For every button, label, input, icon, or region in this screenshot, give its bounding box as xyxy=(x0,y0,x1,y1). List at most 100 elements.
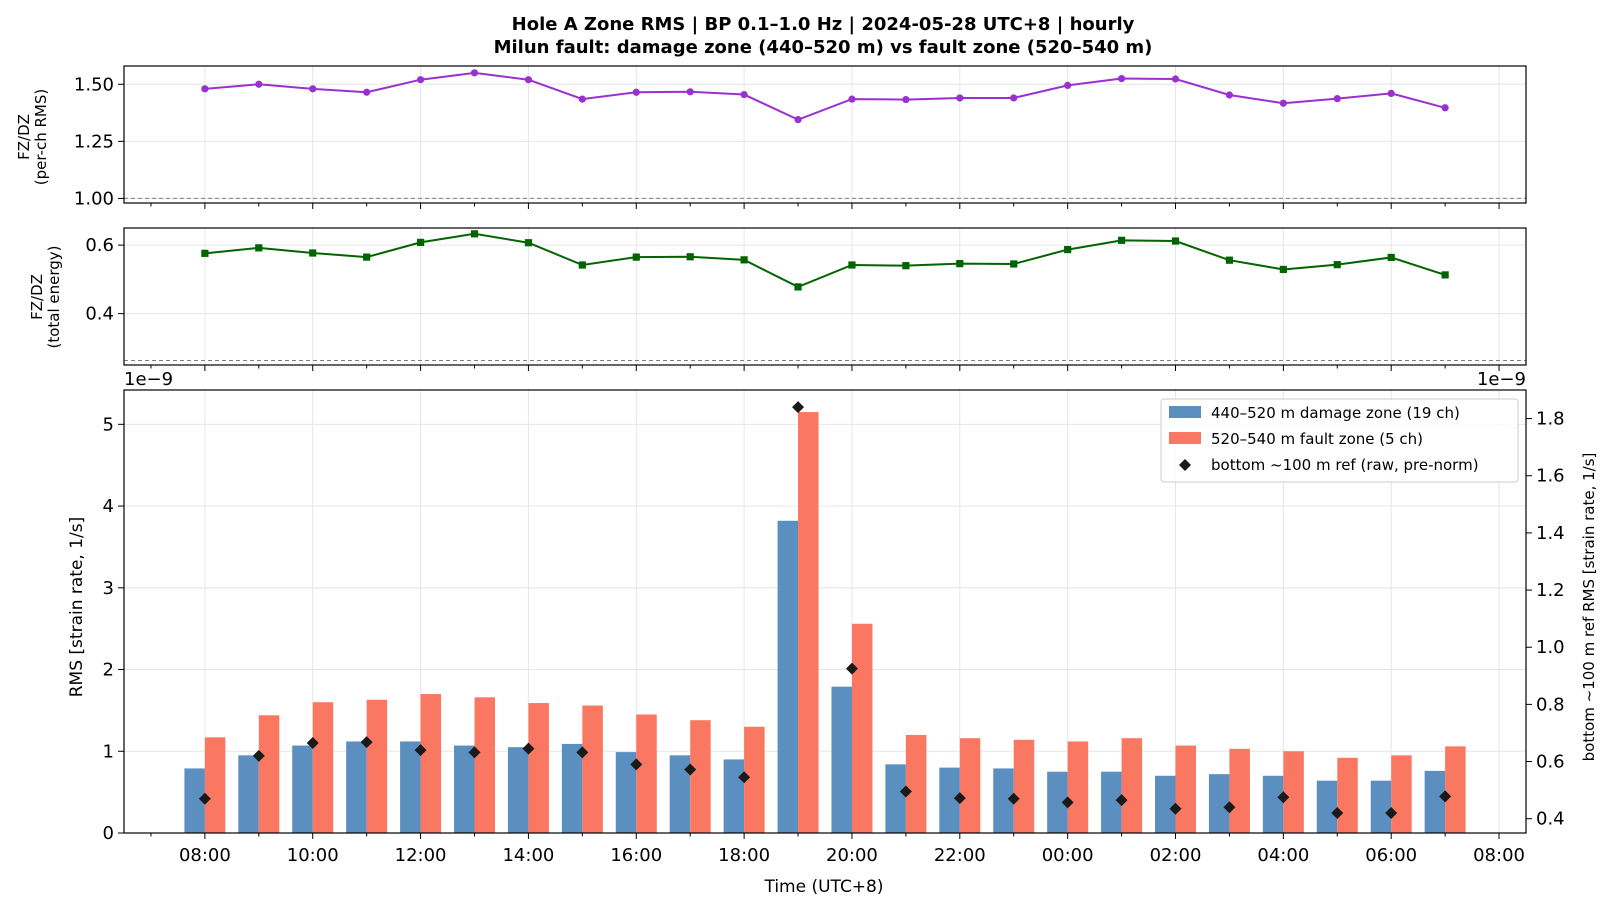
ratio-rms-panel: 1.00 1.25 1.50 xyxy=(74,65,1527,209)
damage-zone-bar xyxy=(1047,771,1068,833)
bottom-ref-marker xyxy=(252,749,265,762)
bottom-ref-marker xyxy=(684,763,697,776)
legend-label-bottom-ref: bottom ~100 m ref (raw, pre-norm) xyxy=(1211,456,1479,474)
damage-zone-bar xyxy=(831,686,852,833)
ratio-energy-point xyxy=(1010,260,1018,268)
x-tick-label: 20:00 xyxy=(826,845,878,866)
ratio-rms-point xyxy=(1279,99,1287,107)
fault-zone-bar xyxy=(959,738,981,833)
ratio-rms-point xyxy=(1387,89,1395,97)
damage-zone-bar xyxy=(454,745,475,833)
ratio-rms-ylabel-line2: (per-ch RMS) xyxy=(32,89,50,185)
ratio-rms-point xyxy=(1171,75,1180,83)
bottom-ref-marker xyxy=(1115,794,1128,807)
ratio-rms-point xyxy=(902,95,910,104)
ratio-rms-point xyxy=(1225,91,1234,99)
damage-zone-bar xyxy=(292,745,313,833)
ratio-energy-point xyxy=(524,239,533,247)
bottom-ref-marker xyxy=(1385,806,1398,819)
fault-zone-bar xyxy=(798,412,819,833)
bottom-ref-marker xyxy=(522,742,535,755)
ratio-energy-point xyxy=(1171,237,1180,245)
fault-zone-bar xyxy=(258,715,280,833)
ratio-energy-point xyxy=(1279,265,1287,274)
rms-right-ytick-label: 1.2 xyxy=(1536,580,1565,601)
bottom-ref-marker xyxy=(1223,801,1236,814)
fault-zone-bar xyxy=(204,737,226,833)
ratio-energy-point xyxy=(416,238,425,246)
bottom-ref-marker xyxy=(630,758,643,771)
rms-frame xyxy=(123,389,1527,834)
fault-zone-bar xyxy=(1175,745,1196,833)
damage-zone-bar xyxy=(939,767,960,833)
ratio-rms-point xyxy=(470,69,479,77)
bottom-ref-marker xyxy=(1331,806,1344,819)
ratio-rms-point xyxy=(309,85,317,93)
bottom-ref-marker xyxy=(576,746,589,759)
legend-marker-bottom-ref xyxy=(1179,459,1191,471)
ratio-energy-point xyxy=(632,253,640,261)
fault-zone-bar xyxy=(366,699,388,833)
rms-bar-panel: 0 1 2 3 4 5 0.4 0.6 0.8 1.0 1.2 1.4 1.6 1.8 08:00 10:00… xyxy=(103,389,1565,866)
damage-zone-bar xyxy=(777,520,799,833)
ratio-rms-point xyxy=(632,88,640,96)
fault-zone-bar xyxy=(1391,755,1412,833)
ratio-energy-point xyxy=(578,261,586,269)
bottom-ref-marker xyxy=(899,785,912,798)
legend-box xyxy=(1160,398,1519,483)
ratio-rms-series-line xyxy=(204,71,1446,121)
damage-zone-bar xyxy=(993,768,1014,833)
x-axis-label: Time (UTC+8) xyxy=(763,877,883,897)
x-tick-label: 18:00 xyxy=(718,845,770,866)
rms-ylabel-right: bottom ~100 m ref RMS [strain rate, 1/s] xyxy=(1580,453,1598,762)
damage-zone-bar xyxy=(1370,780,1392,833)
x-tick-label: 08:00 xyxy=(179,845,231,866)
rms-right-ytick-label: 1.0 xyxy=(1536,637,1565,658)
rms-right-ytick-label: 1.6 xyxy=(1536,466,1565,487)
damage-zone-bar xyxy=(1101,771,1122,833)
ratio-rms-point xyxy=(956,94,964,102)
fault-zone-bar xyxy=(1283,751,1304,833)
x-tick-label: 16:00 xyxy=(610,845,662,866)
ratio-energy-ytick-label: 0.4 xyxy=(85,304,114,325)
ratio-energy-point xyxy=(686,253,694,261)
ratio-energy-point xyxy=(1225,256,1234,264)
ratio-rms-point xyxy=(1064,81,1072,90)
ratio-rms-point xyxy=(1117,74,1126,83)
ratio-energy-series-line xyxy=(204,232,1446,289)
ratio-rms-point xyxy=(794,116,802,124)
ratio-rms-point xyxy=(1441,104,1449,112)
bottom-ref-marker xyxy=(360,736,373,749)
damage-zone-bar xyxy=(184,768,205,833)
ratio-rms-ytick-label: 1.00 xyxy=(74,188,114,209)
bottom-ref-marker xyxy=(414,744,427,757)
damage-zone-bar xyxy=(1424,770,1446,833)
ratio-rms-frame xyxy=(123,65,1527,204)
ratio-energy-point xyxy=(794,283,802,291)
ratio-energy-ylabel-line2: (total energy) xyxy=(45,245,63,348)
rms-ytick-label: 1 xyxy=(103,741,114,762)
fault-zone-bar xyxy=(905,734,927,833)
x-tick-label: 04:00 xyxy=(1257,845,1309,866)
ratio-rms-point xyxy=(416,76,425,84)
legend-swatch-fault-zone xyxy=(1169,432,1201,444)
x-tick-label: 00:00 xyxy=(1042,845,1094,866)
rms-ylabel: RMS [strain rate, 1/s] xyxy=(67,517,87,698)
rms-right-ytick-label: 0.4 xyxy=(1536,809,1565,830)
ratio-energy-point xyxy=(1387,253,1395,262)
rms-ytick-label: 0 xyxy=(103,823,114,844)
ratio-rms-point xyxy=(686,88,694,96)
rms-right-ytick-label: 0.8 xyxy=(1536,694,1565,715)
ratio-energy-point xyxy=(1441,271,1449,279)
fault-zone-bar xyxy=(1067,741,1089,833)
fault-zone-bar xyxy=(1229,748,1250,833)
x-tick-label: 06:00 xyxy=(1365,845,1417,866)
rms-ytick-label: 4 xyxy=(103,496,114,517)
fault-zone-bar xyxy=(420,694,442,833)
damage-zone-bar xyxy=(507,747,529,833)
ratio-energy-frame xyxy=(123,227,1527,366)
bottom-ref-marker xyxy=(1277,791,1290,804)
x-tick-label: 08:00 xyxy=(1473,845,1525,866)
ratio-energy-ylabel-line1: FZ/DZ xyxy=(28,274,46,320)
